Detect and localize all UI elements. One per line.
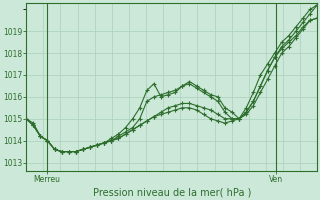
X-axis label: Pression niveau de la mer( hPa ): Pression niveau de la mer( hPa ) [92,187,251,197]
